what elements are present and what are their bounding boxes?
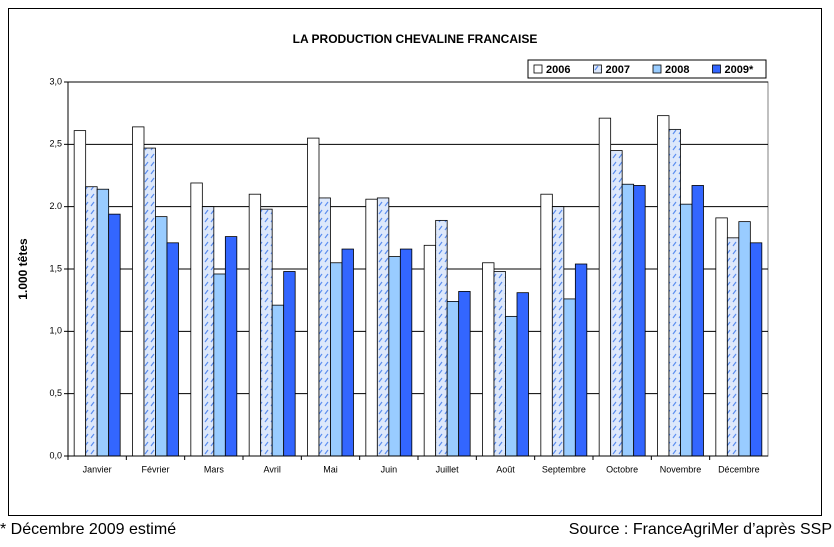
bar — [574, 263, 588, 457]
bar — [540, 193, 553, 457]
bar — [610, 150, 623, 457]
y-tick-label: 3,0 — [49, 76, 62, 86]
bar — [516, 292, 529, 457]
bar — [399, 248, 413, 457]
note: * Décembre 2009 estimé — [0, 521, 176, 538]
bar — [657, 115, 670, 457]
bar — [493, 271, 506, 457]
bar — [738, 221, 751, 457]
bar — [201, 206, 215, 457]
bar — [482, 262, 495, 457]
bar — [621, 183, 635, 457]
bar — [248, 193, 262, 457]
bar — [458, 291, 471, 457]
legend-swatch — [593, 64, 602, 74]
x-tick-label: Octobre — [606, 464, 638, 474]
bar — [633, 185, 646, 457]
bar — [283, 271, 296, 457]
x-tick-label: Décembre — [718, 464, 760, 474]
bar — [365, 198, 378, 457]
bar — [598, 117, 612, 457]
legend-box — [527, 59, 767, 79]
x-tick-label: Avril — [263, 464, 280, 474]
y-tick-label: 1,0 — [49, 326, 62, 336]
bar — [307, 137, 320, 457]
bar — [85, 186, 98, 457]
x-tick-label: Juillet — [436, 464, 460, 474]
bar — [224, 236, 238, 457]
bar — [271, 304, 285, 457]
bar — [330, 262, 343, 457]
y-tick-label: 0,5 — [49, 388, 62, 398]
bar — [132, 126, 145, 457]
x-tick-label: Septembre — [542, 464, 586, 474]
chart-title: LA PRODUCTION CHEVALINE FRANCAISE — [293, 32, 538, 46]
x-tick-label: Mai — [323, 464, 338, 474]
bar — [680, 203, 693, 457]
x-tick-label: Novembre — [660, 464, 702, 474]
legend-label: 2006 — [546, 64, 570, 76]
x-tick-label: Juin — [381, 464, 398, 474]
x-tick-label: Janvier — [83, 464, 112, 474]
legend-label: 2008 — [665, 64, 689, 76]
bar — [96, 188, 110, 457]
bar — [551, 206, 565, 457]
y-tick-label: 0,0 — [49, 450, 62, 460]
y-tick-label: 1,5 — [49, 263, 62, 273]
bar — [726, 237, 740, 457]
bar — [108, 213, 121, 457]
bar — [376, 197, 390, 457]
bar — [143, 147, 156, 457]
bar — [388, 256, 401, 457]
bar — [341, 248, 354, 457]
bar — [155, 216, 168, 457]
bar — [446, 301, 460, 457]
y-tick-label: 2,5 — [49, 139, 62, 149]
bar — [318, 197, 331, 457]
bar — [166, 242, 179, 457]
bar — [715, 217, 728, 457]
legend-label: 2009* — [725, 64, 754, 76]
legend-swatch — [712, 64, 721, 74]
y-axis-label: 1.000 têtes — [16, 238, 30, 300]
legend-swatch — [652, 64, 662, 74]
bar — [423, 244, 437, 457]
bar — [260, 208, 273, 457]
bar — [213, 273, 226, 457]
bar — [435, 219, 448, 457]
bar — [73, 130, 87, 457]
legend-label: 2007 — [606, 64, 630, 76]
x-tick-label: Mars — [204, 464, 224, 474]
bar — [691, 185, 704, 457]
bar — [668, 128, 681, 457]
bar — [505, 315, 518, 457]
bar — [190, 182, 203, 457]
y-tick-label: 2.0 — [49, 201, 62, 211]
source: Source : FranceAgriMer d’après SSP — [569, 521, 832, 538]
x-tick-label: Août — [496, 464, 515, 474]
legend-swatch — [533, 64, 543, 74]
bar — [749, 242, 763, 457]
x-tick-label: Février — [141, 464, 169, 474]
bar — [563, 298, 576, 457]
